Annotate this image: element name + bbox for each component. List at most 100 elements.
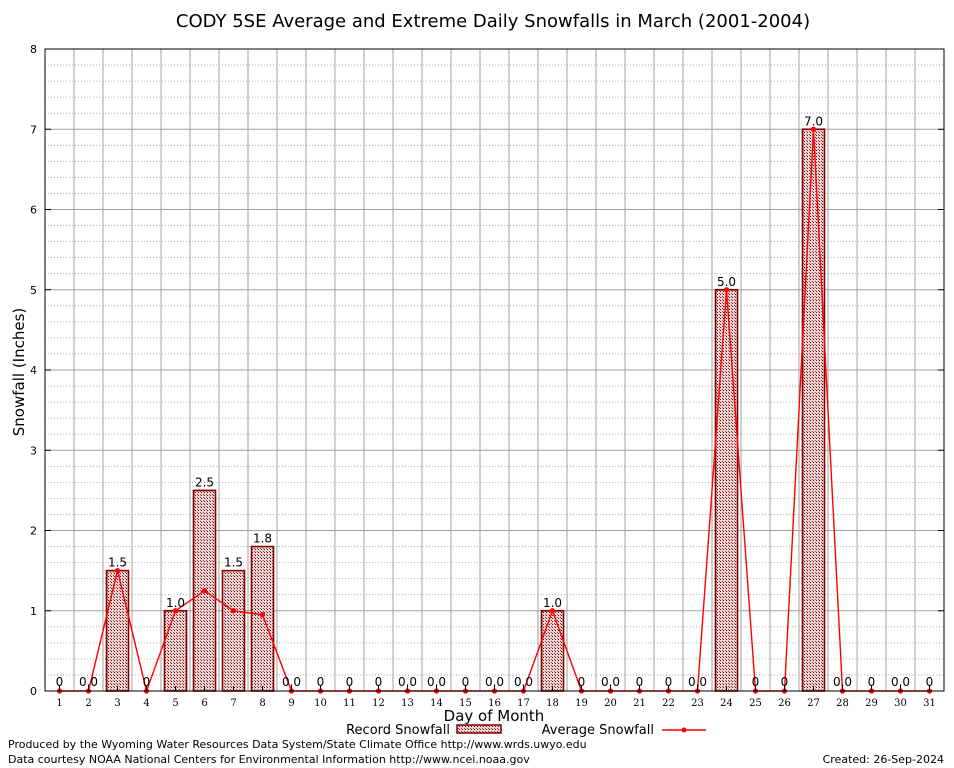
y-tick-label: 1 <box>30 605 37 618</box>
x-tick-label: 16 <box>488 698 501 709</box>
chart-title: CODY 5SE Average and Extreme Daily Snowf… <box>176 11 810 32</box>
x-tick-label: 2 <box>85 698 91 709</box>
average-point-day-6 <box>201 588 208 594</box>
footer-produced-by: Produced by the Wyoming Water Resources … <box>8 738 587 751</box>
average-point-day-27 <box>810 126 817 132</box>
data-label-day-23: 0.0 <box>688 675 707 689</box>
x-tick-label: 9 <box>288 698 294 709</box>
data-labels: 0 0.0 1.5 0 1.0 2.5 1.5 1.8 0.0 0 0 0 0.0 0.0 0 0.0 0.0 1… <box>56 114 934 689</box>
x-tick-label: 27 <box>807 698 820 709</box>
x-tick-label: 3 <box>114 698 120 709</box>
y-tick-label: 0 <box>30 685 37 698</box>
data-label-day-27: 7.0 <box>804 114 823 128</box>
data-label-day-10: 0 <box>317 675 325 689</box>
y-tick-label: 5 <box>30 284 37 297</box>
x-tick-label: 20 <box>604 698 617 709</box>
y-tick-label: 2 <box>30 525 37 538</box>
data-label-day-28: 0.0 <box>833 675 852 689</box>
data-label-day-24: 5.0 <box>717 275 736 289</box>
x-tick-label: 22 <box>662 698 675 709</box>
average-point-day-5 <box>172 608 179 614</box>
x-tick-label: 30 <box>894 698 907 709</box>
x-tick-label: 12 <box>372 698 385 709</box>
data-label-day-4: 0 <box>143 675 151 689</box>
x-tick-label: 24 <box>720 698 733 709</box>
data-label-day-3: 1.5 <box>108 556 127 570</box>
x-tick-label: 23 <box>691 698 704 709</box>
average-point-day-24 <box>723 287 730 293</box>
data-label-day-21: 0 <box>636 675 644 689</box>
x-tick-label: 5 <box>172 698 178 709</box>
footer-created: Created: 26-Sep-2024 <box>823 753 944 766</box>
x-tick-label: 28 <box>836 698 849 709</box>
x-tick-label: 13 <box>401 698 414 709</box>
data-label-day-5: 1.0 <box>166 596 185 610</box>
record-bar-day-18 <box>540 609 565 692</box>
data-label-day-26: 0 <box>781 675 789 689</box>
x-tick-label: 19 <box>575 698 588 709</box>
x-tick-label: 18 <box>546 698 559 709</box>
data-label-day-17: 0.0 <box>514 675 533 689</box>
record-bar-day-27 <box>801 128 826 692</box>
legend-record-swatch <box>456 724 502 734</box>
data-label-day-6: 2.5 <box>195 475 214 489</box>
y-tick-label: 4 <box>30 364 37 377</box>
legend-record-label: Record Snowfall <box>346 723 450 738</box>
x-tick-label: 15 <box>459 698 472 709</box>
data-label-day-29: 0 <box>868 675 876 689</box>
data-label-day-12: 0 <box>375 675 383 689</box>
data-label-day-8: 1.8 <box>253 532 272 546</box>
grid <box>45 49 944 691</box>
data-label-day-30: 0.0 <box>891 675 910 689</box>
data-label-day-9: 0.0 <box>282 675 301 689</box>
data-label-day-18: 1.0 <box>543 596 562 610</box>
footer-courtesy: Data courtesy NOAA National Centers for … <box>8 753 530 766</box>
y-axis-label: Snowfall (Inches) <box>10 308 28 436</box>
x-tick-label: 7 <box>230 698 236 709</box>
record-bar-day-8 <box>250 545 275 692</box>
x-tick-label: 17 <box>517 698 530 709</box>
record-bar-day-7 <box>221 569 246 692</box>
average-point-day-7 <box>230 608 237 614</box>
data-label-day-22: 0 <box>665 675 673 689</box>
x-tick-label: 26 <box>778 698 791 709</box>
y-tick-label: 6 <box>30 204 37 217</box>
average-point-day-8 <box>259 612 266 618</box>
data-label-day-7: 1.5 <box>224 556 243 570</box>
legend-average-label: Average Snowfall <box>542 723 654 738</box>
x-tick-label: 21 <box>633 698 646 709</box>
average-point-day-18 <box>549 608 556 614</box>
legend-average-marker <box>681 727 687 733</box>
data-label-day-13: 0.0 <box>398 675 417 689</box>
x-axis-label: Day of Month <box>444 707 545 725</box>
data-label-day-16: 0.0 <box>485 675 504 689</box>
record-bar-day-3 <box>105 569 130 692</box>
y-tick-label: 3 <box>30 444 37 457</box>
average-point-day-3 <box>114 568 121 574</box>
data-label-day-11: 0 <box>346 675 354 689</box>
data-label-day-14: 0.0 <box>427 675 446 689</box>
data-label-day-19: 0 <box>578 675 586 689</box>
data-label-day-25: 0 <box>752 675 760 689</box>
x-tick-label: 11 <box>343 698 356 709</box>
y-tick-label: 8 <box>30 43 37 56</box>
x-tick-label: 4 <box>143 698 149 709</box>
y-tick-label: 7 <box>30 123 37 136</box>
data-label-day-15: 0 <box>462 675 470 689</box>
data-label-day-31: 0 <box>926 675 934 689</box>
data-label-day-20: 0.0 <box>601 675 620 689</box>
x-tick-label: 29 <box>865 698 878 709</box>
record-bar-day-24 <box>714 288 739 692</box>
x-tick-label: 25 <box>749 698 762 709</box>
x-tick-label: 14 <box>430 698 443 709</box>
data-label-day-2: 0.0 <box>79 675 98 689</box>
record-bar-day-5 <box>163 609 188 692</box>
x-tick-label: 10 <box>314 698 327 709</box>
legend: Record Snowfall Average Snowfall <box>346 723 706 738</box>
x-tick-label: 6 <box>201 698 207 709</box>
x-tick-label: 31 <box>923 698 936 709</box>
x-tick-label: 1 <box>56 698 62 709</box>
data-label-day-1: 0 <box>56 675 64 689</box>
